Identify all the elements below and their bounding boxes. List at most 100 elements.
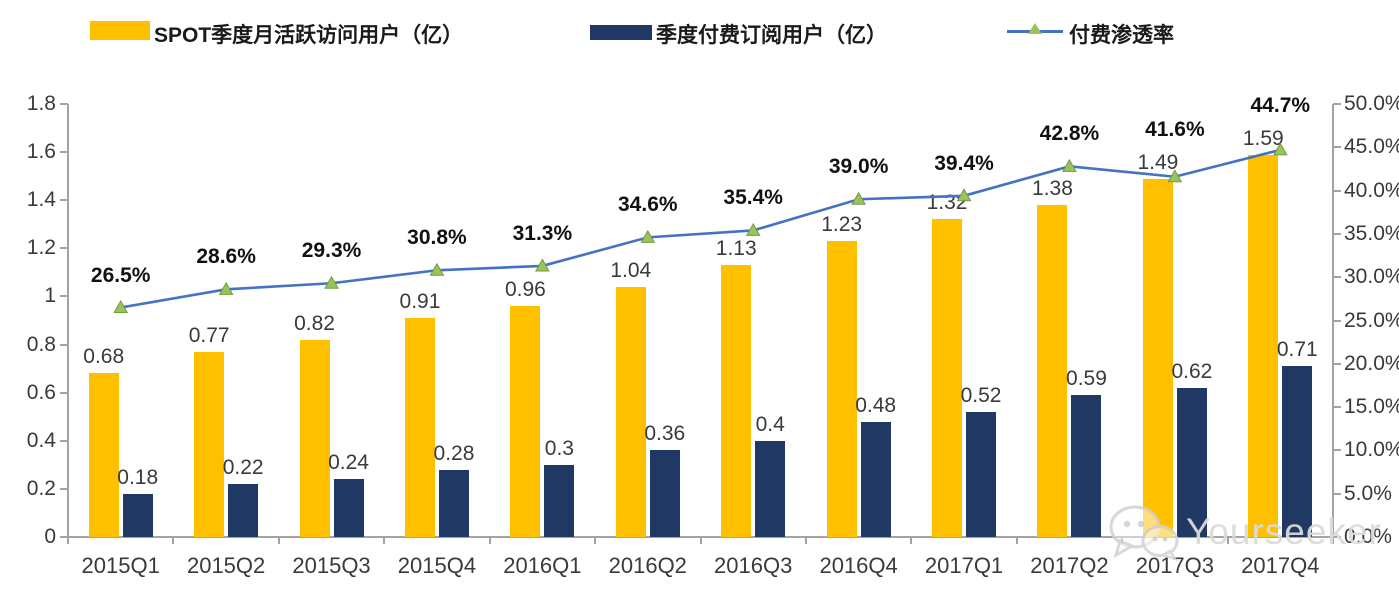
right-axis-tick — [1333, 449, 1341, 452]
penetration-value-label-2016Q3: 35.4% — [723, 186, 783, 210]
bar-mau-2016Q2 — [615, 286, 646, 537]
left-axis-tick — [60, 295, 68, 298]
mau-value-label-2017Q2: 1.38 — [1032, 177, 1073, 201]
mau-legend-label: SPOT季度月活跃访问用户（亿） — [154, 24, 464, 47]
penetration-marker-2016Q1 — [535, 258, 550, 272]
right-axis-tick-label: 45.0% — [1344, 135, 1399, 159]
penetration-marker-2017Q2 — [1062, 158, 1077, 172]
subscribers-value-label-2016Q1: 0.3 — [544, 436, 574, 460]
left-axis-tick — [60, 247, 68, 250]
right-axis-tick — [1333, 189, 1341, 192]
right-axis-tick — [1333, 146, 1341, 149]
bar-subscribers-2016Q4 — [860, 421, 891, 537]
right-axis-tick — [1333, 232, 1341, 235]
bar-subscribers-2015Q4 — [438, 469, 469, 537]
bottom-axis-tick — [67, 537, 69, 544]
right-axis-tick — [1333, 276, 1341, 279]
penetration-value-label-2016Q2: 34.6% — [618, 193, 678, 217]
bar-mau-2015Q3 — [299, 339, 330, 537]
bar-subscribers-2017Q1 — [966, 411, 997, 537]
x-axis-label-2017Q2: 2017Q2 — [1030, 553, 1109, 578]
subscribers-value-label-2015Q1: 0.18 — [117, 465, 159, 489]
penetration-marker-2015Q3 — [324, 275, 339, 289]
left-axis-tick — [60, 487, 68, 490]
penetration-value-label-2017Q4: 44.7% — [1250, 93, 1311, 117]
x-axis-label-2017Q4: 2017Q4 — [1241, 553, 1320, 578]
left-axis-tick — [60, 199, 68, 202]
bottom-axis-tick — [172, 537, 175, 544]
penetration-value-label-2017Q3: 41.6% — [1145, 117, 1205, 141]
right-axis-tick — [1333, 536, 1341, 538]
bar-mau-2015Q4 — [404, 318, 435, 537]
mau-value-label-2015Q2: 0.77 — [188, 323, 230, 347]
left-axis-tick-label: 0.6 — [26, 380, 56, 404]
bar-subscribers-2017Q4 — [1282, 366, 1313, 537]
penetration-legend-label: 付费渗透率 — [1069, 24, 1174, 47]
bar-mau-2017Q1 — [932, 219, 963, 537]
x-axis-label-2016Q2: 2016Q2 — [608, 553, 687, 578]
left-axis-tick-label: 1.2 — [26, 236, 56, 260]
mau-value-label-2015Q3: 0.82 — [294, 311, 335, 335]
bar-subscribers-2017Q3 — [1176, 387, 1207, 537]
bottom-axis-tick — [1015, 537, 1018, 544]
penetration-marker-2017Q4 — [1272, 142, 1288, 156]
mau-value-label-2016Q3: 1.13 — [715, 237, 757, 261]
right-axis-tick-label: 0.0% — [1344, 525, 1392, 548]
penetration-value-label-2016Q4: 39.0% — [828, 155, 889, 179]
subscribers-value-label-2017Q3: 0.62 — [1171, 359, 1213, 383]
bottom-axis-tick — [277, 537, 280, 544]
subscribers-value-label-2017Q1: 0.52 — [960, 383, 1002, 407]
penetration-value-label-2017Q2: 42.8% — [1039, 122, 1100, 146]
wechat-icon — [1109, 505, 1179, 561]
penetration-marker-2016Q4 — [851, 191, 866, 205]
right-axis-tick — [1333, 492, 1341, 495]
bottom-axis-tick — [1226, 537, 1229, 544]
penetration-value-label-2015Q1: 26.5% — [90, 263, 151, 287]
subscribers-value-label-2015Q2: 0.22 — [222, 456, 264, 480]
mau-value-label-2016Q2: 1.04 — [610, 258, 652, 282]
right-axis-tick — [1333, 406, 1341, 409]
left-axis-tick-label: 0.8 — [26, 332, 56, 356]
subscribers-value-label-2015Q4: 0.28 — [433, 441, 475, 465]
right-axis-tick-label: 35.0% — [1344, 221, 1399, 245]
bottom-axis-tick — [804, 537, 807, 544]
bottom-axis-tick — [1332, 537, 1334, 544]
left-axis-tick — [60, 343, 68, 346]
subscribers-legend-swatch — [590, 25, 652, 40]
right-axis-tick-label: 50.0% — [1344, 92, 1399, 115]
penetration-value-label-2015Q2: 28.6% — [196, 245, 256, 269]
legend-item-subscribers: 季度付费订阅用户（亿） — [590, 16, 920, 47]
penetration-value-label-2015Q3: 29.3% — [301, 239, 362, 263]
right-axis-tick — [1333, 362, 1341, 365]
bar-mau-2015Q1 — [88, 373, 119, 537]
x-axis-label-2016Q1: 2016Q1 — [503, 553, 582, 578]
bar-mau-2015Q2 — [194, 351, 225, 537]
subscribers-legend-label: 季度付费订阅用户（亿） — [656, 24, 887, 47]
bottom-axis-tick — [383, 537, 386, 544]
mau-value-label-2017Q4: 1.59 — [1242, 126, 1284, 150]
mau-value-label-2015Q1: 0.68 — [83, 345, 125, 369]
penetration-marker-2015Q1 — [113, 299, 129, 314]
left-axis-tick — [60, 391, 68, 394]
subscribers-value-label-2017Q4: 0.71 — [1276, 338, 1318, 362]
penetration-marker-2017Q3 — [1167, 169, 1183, 183]
left-axis-tick-label: 0.4 — [26, 428, 56, 452]
left-axis-tick-label: 1.6 — [26, 140, 56, 164]
right-axis-tick — [1333, 319, 1341, 322]
penetration-line-chart — [113, 142, 1288, 314]
watermark: Yourseeker — [1108, 503, 1382, 561]
penetration-marker-2015Q2 — [218, 281, 234, 295]
x-axis-label-2015Q4: 2015Q4 — [397, 553, 477, 578]
right-axis-tick-label: 5.0% — [1344, 481, 1392, 505]
penetration-marker-2017Q1 — [956, 188, 972, 202]
bottom-axis-tick — [488, 537, 491, 544]
left-axis-tick-label: 1.8 — [26, 92, 56, 115]
penetration-marker-2016Q3 — [745, 222, 761, 236]
right-axis-tick — [1333, 103, 1341, 105]
left-axis-tick-label: 0.2 — [26, 476, 56, 500]
bar-subscribers-2016Q2 — [649, 450, 680, 537]
penetration-legend-marker-icon — [1028, 23, 1042, 34]
watermark-label: Yourseeker — [1186, 511, 1382, 552]
right-axis-tick-label: 10.0% — [1344, 438, 1399, 462]
bar-mau-2016Q1 — [510, 306, 541, 537]
